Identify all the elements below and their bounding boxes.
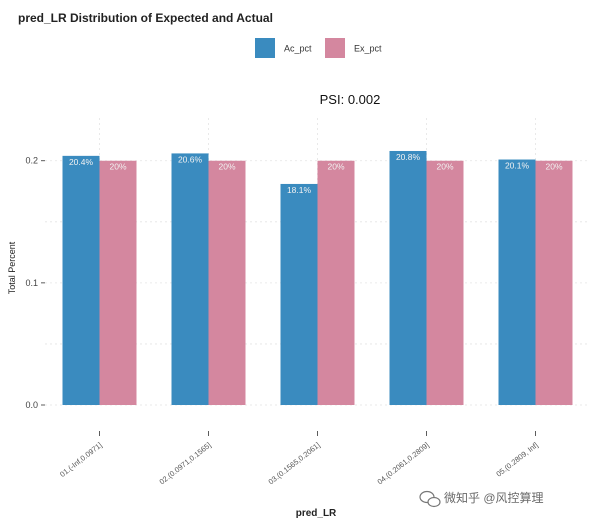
y-tick-label: 0.0: [25, 400, 38, 410]
x-tick-label: 03.(0.1565,0.2061]: [267, 440, 322, 486]
bar-ac-pct-4: [389, 150, 427, 405]
wechat-icon: [419, 490, 441, 508]
bar-label-ac-pct-3: 18.1%: [287, 185, 312, 195]
bar-ex-pct-1: [99, 160, 137, 405]
bar-label-ac-pct-1: 20.4%: [69, 157, 94, 167]
y-tick-label: 0.2: [25, 156, 38, 166]
watermark-text: 微知乎 @风控算理: [444, 490, 544, 505]
bars: [62, 150, 573, 405]
bar-label-ac-pct-2: 20.6%: [178, 154, 203, 164]
x-tick-label: 02.(0.0971,0.1565]: [158, 440, 213, 486]
chart-title: pred_LR Distribution of Expected and Act…: [18, 11, 273, 25]
bar-label-ex-pct-5: 20%: [545, 162, 562, 172]
x-axis-label: pred_LR: [296, 508, 337, 519]
bar-labels: 20.4% 20% 20.6% 20% 18.1% 20% 20.8% 20% 20.1% 20%: [69, 152, 563, 195]
bar-ac-pct-1: [62, 155, 100, 405]
bar-label-ex-pct-3: 20%: [327, 162, 344, 172]
bar-ac-pct-2: [171, 153, 209, 405]
bar-ex-pct-4: [426, 160, 464, 405]
legend-swatch-ac-pct: [255, 38, 275, 58]
y-tick-label: 0.1: [25, 278, 38, 288]
bar-ac-pct-5: [498, 159, 536, 405]
psi-annotation: PSI: 0.002: [320, 92, 381, 107]
bar-ac-pct-3: [280, 183, 318, 405]
legend-label-ex-pct: Ex_pct: [354, 44, 382, 54]
legend[interactable]: Ac_pct Ex_pct: [255, 38, 382, 58]
x-tick-label: 04.(0.2061,0.2809]: [376, 440, 431, 486]
bar-label-ex-pct-4: 20%: [436, 162, 453, 172]
bar-label-ex-pct-2: 20%: [218, 162, 235, 172]
x-tick-label: 05.(0.2809, Inf]: [494, 440, 539, 478]
bar-ex-pct-2: [208, 160, 246, 405]
bar-label-ac-pct-4: 20.8%: [396, 152, 421, 162]
legend-label-ac-pct: Ac_pct: [284, 44, 312, 54]
legend-swatch-ex-pct: [325, 38, 345, 58]
watermark: 微知乎 @风控算理: [419, 490, 544, 508]
y-axis-label: Total Percent: [7, 241, 17, 294]
x-tick-label: 01.(-Inf,0.0971]: [58, 440, 104, 478]
bar-label-ex-pct-1: 20%: [109, 162, 126, 172]
bar-ex-pct-5: [535, 160, 573, 405]
bar-label-ac-pct-5: 20.1%: [505, 161, 530, 171]
bar-ex-pct-3: [317, 160, 355, 405]
